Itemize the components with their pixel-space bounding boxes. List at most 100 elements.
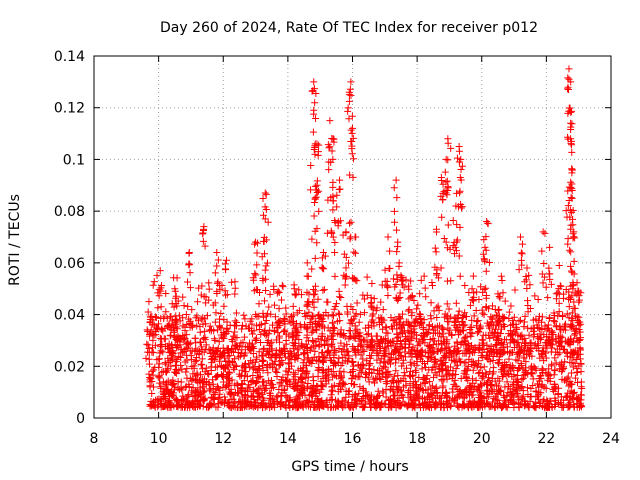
data-point — [556, 360, 564, 368]
data-point — [360, 362, 368, 370]
data-point — [556, 322, 564, 330]
data-point — [433, 304, 441, 312]
data-point — [222, 256, 230, 264]
data-point — [292, 336, 300, 344]
data-point — [156, 267, 164, 275]
data-point — [538, 402, 546, 410]
data-point — [254, 239, 262, 247]
data-point — [568, 208, 576, 216]
data-point — [402, 335, 410, 343]
data-point — [247, 357, 255, 365]
data-point — [387, 400, 395, 408]
data-point — [468, 296, 476, 304]
data-point — [558, 403, 566, 411]
data-point — [148, 390, 156, 398]
data-point — [499, 372, 507, 380]
data-point — [371, 379, 379, 387]
data-point — [506, 396, 514, 404]
data-point — [328, 147, 336, 155]
data-point — [147, 401, 155, 409]
data-point — [439, 195, 447, 203]
data-point — [382, 393, 390, 401]
data-point — [202, 345, 210, 353]
data-point — [314, 295, 322, 303]
data-point — [394, 243, 402, 251]
data-point — [415, 401, 423, 409]
data-point — [427, 403, 435, 411]
data-point — [487, 381, 495, 389]
data-point — [150, 278, 158, 286]
data-point — [368, 369, 376, 377]
data-point — [541, 229, 549, 237]
data-point — [308, 87, 316, 95]
data-point — [143, 326, 151, 334]
data-point — [477, 364, 485, 372]
data-point — [247, 398, 255, 406]
data-point — [556, 349, 564, 357]
data-point — [379, 325, 387, 333]
data-point — [558, 342, 566, 350]
data-point — [518, 250, 526, 258]
data-point — [566, 393, 574, 401]
data-point — [188, 306, 196, 314]
data-point — [241, 391, 249, 399]
data-point — [399, 310, 407, 318]
data-point — [217, 309, 225, 317]
data-point — [319, 249, 327, 257]
data-point — [289, 311, 297, 319]
data-point — [212, 309, 220, 317]
data-point — [161, 324, 169, 332]
y-tick-label: 0.12 — [54, 101, 85, 117]
data-point — [442, 338, 450, 346]
data-point — [577, 359, 585, 367]
data-point — [532, 392, 540, 400]
data-point — [273, 393, 281, 401]
data-point — [314, 366, 322, 374]
data-point — [427, 299, 435, 307]
data-point — [485, 258, 493, 266]
data-point — [509, 316, 517, 324]
data-point — [172, 334, 180, 342]
data-point — [416, 340, 424, 348]
data-point — [455, 321, 463, 329]
data-point — [197, 360, 205, 368]
data-point — [569, 221, 577, 229]
data-point — [202, 299, 210, 307]
data-point — [229, 337, 237, 345]
data-point — [351, 347, 359, 355]
data-point — [433, 228, 441, 236]
data-point — [564, 85, 572, 93]
data-point — [253, 353, 261, 361]
data-point — [306, 385, 314, 393]
data-point — [310, 212, 318, 220]
data-point — [264, 351, 272, 359]
data-point — [573, 290, 581, 298]
data-point — [161, 395, 169, 403]
data-point — [555, 384, 563, 392]
data-point — [359, 386, 367, 394]
data-point — [333, 191, 341, 199]
data-point — [482, 246, 490, 254]
data-point — [422, 364, 430, 372]
data-point — [480, 285, 488, 293]
data-point — [474, 369, 482, 377]
data-point — [349, 155, 357, 163]
data-point — [336, 293, 344, 301]
data-point — [267, 376, 275, 384]
data-point — [326, 143, 334, 151]
data-point — [194, 403, 202, 411]
data-point — [564, 400, 572, 408]
data-point — [221, 365, 229, 373]
data-point — [573, 279, 581, 287]
data-point — [568, 292, 576, 300]
data-point — [428, 278, 436, 286]
data-point — [529, 402, 537, 410]
data-point — [342, 275, 350, 283]
data-point — [452, 371, 460, 379]
data-point — [469, 366, 477, 374]
data-point — [291, 324, 299, 332]
data-point — [511, 386, 519, 394]
data-point — [452, 365, 460, 373]
data-point — [477, 324, 485, 332]
